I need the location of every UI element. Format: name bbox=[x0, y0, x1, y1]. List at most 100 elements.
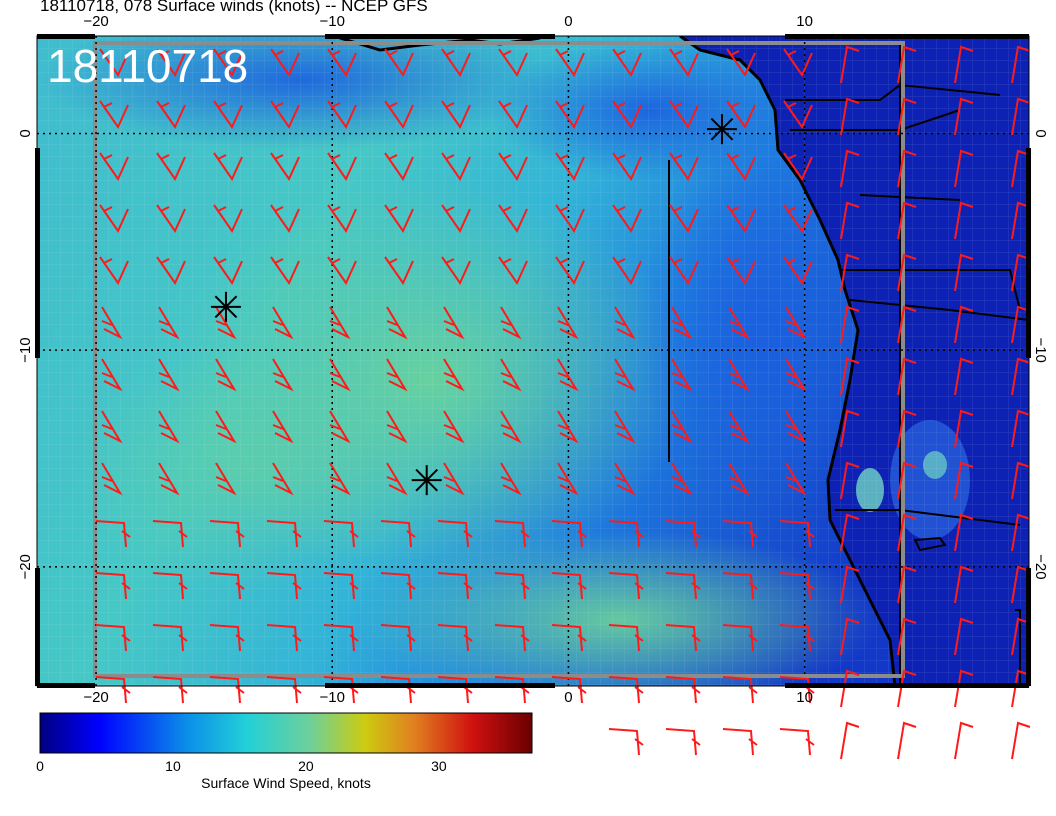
lat-tick-label-right: 0 bbox=[1032, 129, 1049, 137]
wind-barb bbox=[266, 520, 302, 548]
asterisk-marker-3 bbox=[706, 114, 737, 145]
wind-barb bbox=[555, 204, 585, 234]
wind-barb bbox=[897, 565, 917, 604]
wind-barb bbox=[954, 97, 974, 136]
wind-barb bbox=[783, 204, 813, 234]
wind-barb bbox=[954, 149, 974, 188]
wind-barb bbox=[270, 100, 300, 130]
wind-barb bbox=[270, 48, 300, 78]
wind-barb bbox=[669, 152, 699, 182]
wind-barb bbox=[608, 624, 644, 652]
wind-barb bbox=[209, 624, 245, 652]
wind-barb bbox=[266, 624, 302, 652]
wind-barb bbox=[726, 48, 756, 78]
wind-barb bbox=[608, 728, 644, 756]
wind-barb bbox=[726, 152, 756, 182]
wind-barb bbox=[665, 676, 701, 704]
wind-barb bbox=[555, 48, 585, 78]
wind-barb bbox=[557, 358, 579, 392]
wind-barb bbox=[441, 204, 471, 234]
wind-barb bbox=[441, 152, 471, 182]
wind-barb bbox=[728, 358, 750, 392]
wind-barb bbox=[323, 520, 359, 548]
map-frame bbox=[36, 35, 1030, 687]
wind-barb bbox=[386, 410, 408, 444]
wind-barb bbox=[665, 728, 701, 756]
wind-barb bbox=[437, 572, 473, 600]
wind-barb bbox=[897, 253, 917, 292]
wind-barb bbox=[380, 520, 416, 548]
wind-barb bbox=[213, 204, 243, 234]
wind-barb bbox=[498, 48, 528, 78]
wind-barb bbox=[500, 410, 522, 444]
wind-barb bbox=[551, 520, 587, 548]
wind-barb bbox=[441, 48, 471, 78]
wind-barb bbox=[722, 572, 758, 600]
wind-barb bbox=[612, 100, 642, 130]
wind-barb bbox=[384, 48, 414, 78]
wind-barb bbox=[897, 357, 917, 396]
wind-barb bbox=[671, 358, 693, 392]
lon-tick-label-top: 0 bbox=[564, 13, 572, 30]
colorbar-tick-label: 20 bbox=[298, 758, 314, 774]
wind-barb bbox=[551, 676, 587, 704]
wind-barb bbox=[215, 462, 237, 496]
wind-barb bbox=[722, 676, 758, 704]
coastline bbox=[679, 36, 897, 686]
wind-barb bbox=[954, 565, 974, 604]
wind-barb bbox=[728, 410, 750, 444]
wind-barb bbox=[152, 676, 188, 704]
wind-barb bbox=[209, 572, 245, 600]
wind-barb bbox=[327, 100, 357, 130]
wind-barb bbox=[840, 513, 860, 552]
wind-barb bbox=[437, 520, 473, 548]
wind-barb bbox=[612, 204, 642, 234]
wind-barb bbox=[783, 100, 813, 130]
wind-barb bbox=[329, 358, 351, 392]
wind-barb bbox=[779, 728, 815, 756]
wind-barb bbox=[1011, 461, 1029, 500]
wind-barb bbox=[441, 256, 471, 286]
wind-barb bbox=[897, 45, 917, 84]
lat-tick-label-left: −10 bbox=[17, 337, 34, 362]
wind-barb bbox=[665, 624, 701, 652]
wind-barb bbox=[95, 676, 131, 704]
wind-barb bbox=[99, 100, 129, 130]
wind-barb bbox=[954, 721, 974, 760]
lon-tick-label-top: −10 bbox=[320, 13, 345, 30]
wind-barb bbox=[897, 305, 917, 344]
wind-barb bbox=[152, 572, 188, 600]
wind-barb bbox=[213, 152, 243, 182]
wind-barb bbox=[555, 100, 585, 130]
land-border-right bbox=[1015, 609, 1021, 686]
wind-barb bbox=[500, 306, 522, 340]
wind-barb bbox=[779, 520, 815, 548]
wind-barb bbox=[1011, 409, 1029, 448]
wind-barb bbox=[722, 624, 758, 652]
wind-barb bbox=[95, 572, 131, 600]
wind-barb bbox=[327, 48, 357, 78]
wind-barb bbox=[101, 358, 123, 392]
wind-barb bbox=[266, 572, 302, 600]
wind-barb bbox=[779, 624, 815, 652]
wind-barb bbox=[840, 409, 860, 448]
wind-barb bbox=[386, 462, 408, 496]
lat-tick-label-right: −10 bbox=[1032, 337, 1049, 362]
lon-tick-label-bottom: 0 bbox=[564, 689, 572, 706]
wind-barb bbox=[897, 409, 917, 448]
wind-barb bbox=[1011, 97, 1029, 136]
wind-barbs bbox=[95, 45, 1029, 656]
wind-barb bbox=[384, 152, 414, 182]
lon-tick-label-top: 10 bbox=[796, 13, 813, 30]
wind-barb bbox=[669, 256, 699, 286]
wind-barb bbox=[671, 462, 693, 496]
wind-barb bbox=[1011, 45, 1029, 84]
wind-barb bbox=[386, 358, 408, 392]
wind-barb bbox=[158, 462, 180, 496]
lat-tick-label-left: 0 bbox=[17, 129, 34, 137]
wind-barb bbox=[722, 520, 758, 548]
wind-barb bbox=[500, 358, 522, 392]
wind-barb bbox=[500, 462, 522, 496]
wind-barb bbox=[614, 410, 636, 444]
wind-barb bbox=[954, 513, 974, 552]
